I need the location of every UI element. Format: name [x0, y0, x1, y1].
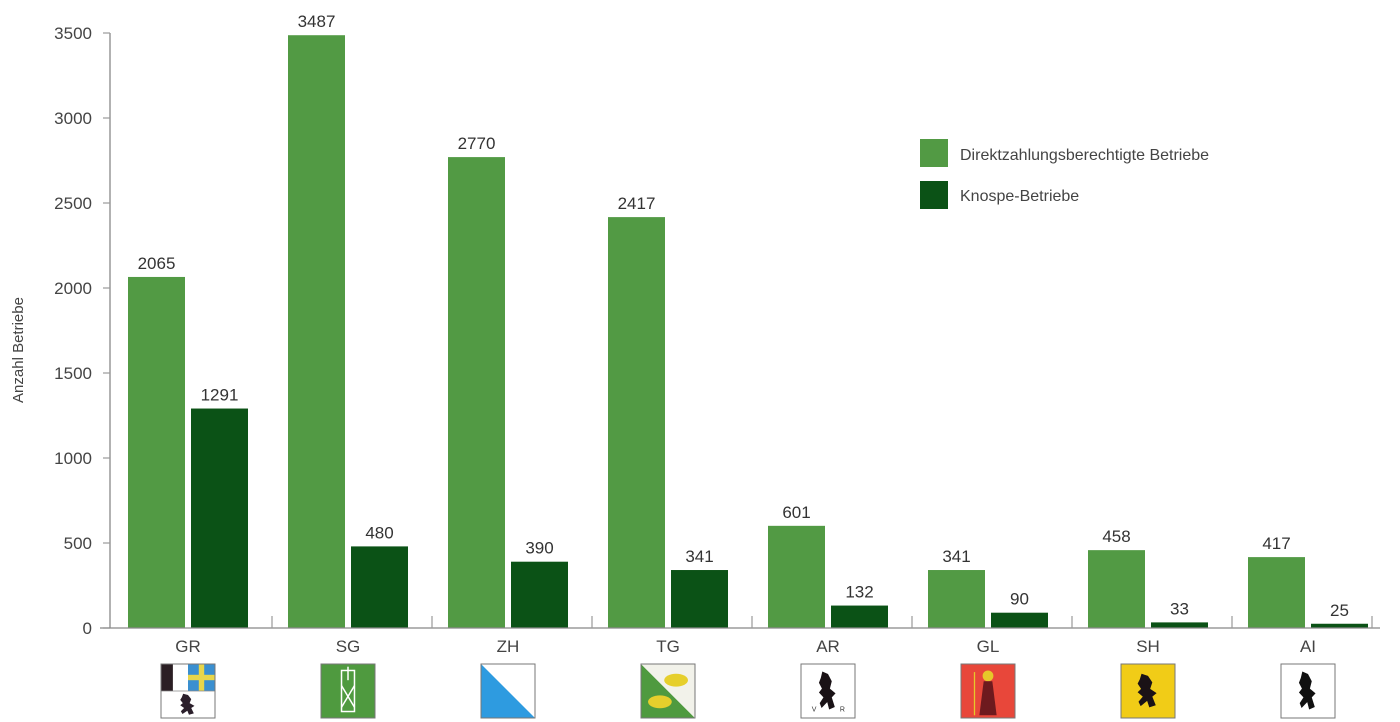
x-category-label: AI	[1300, 637, 1316, 656]
y-tick-label: 3000	[54, 109, 92, 128]
bar-value-label: 1291	[201, 386, 239, 405]
st-gallen-flag-icon	[320, 663, 376, 719]
x-axis: GR SG ZH TG AR GL SH AI	[100, 616, 1380, 656]
legend-label-knospe: Knospe-Betriebe	[960, 188, 1079, 205]
bar-gl-knospe	[991, 612, 1048, 628]
bar-sh-direktzahlung	[1088, 550, 1145, 628]
bar-sg-knospe	[351, 546, 408, 628]
bar-ar-direktzahlung	[768, 525, 825, 628]
zuerich-flag-icon	[480, 663, 536, 719]
y-axis: 0 500 1000 1500 2000 2500 3000 3500	[54, 24, 111, 638]
bar-ar-knospe	[831, 605, 888, 628]
bar-value-label: 458	[1102, 527, 1130, 546]
bar-value-label: 132	[845, 583, 873, 602]
glarus-flag-icon	[960, 663, 1016, 719]
bar-gl-direktzahlung	[928, 570, 985, 628]
y-tick-label: 500	[64, 534, 92, 553]
bar-sg-direktzahlung	[288, 35, 345, 628]
svg-text:V: V	[812, 707, 817, 714]
bar-zh-knospe	[511, 561, 568, 628]
x-category-label: SG	[336, 637, 361, 656]
bar-tg-knospe	[671, 570, 728, 628]
y-tick-label: 3500	[54, 24, 92, 43]
bar-value-label: 33	[1170, 599, 1189, 618]
bar-ai-knospe	[1311, 623, 1368, 628]
schaffhausen-flag-icon	[1120, 663, 1176, 719]
bar-ai-direktzahlung	[1248, 557, 1305, 628]
bar-value-label: 341	[942, 547, 970, 566]
y-tick-label: 1000	[54, 449, 92, 468]
bar-value-label: 341	[685, 547, 713, 566]
bar-value-label: 480	[365, 523, 393, 542]
bar-gr-direktzahlung	[128, 276, 185, 628]
y-tick-label: 0	[83, 619, 92, 638]
bar-value-label: 25	[1330, 601, 1349, 620]
bar-value-label: 3487	[298, 12, 336, 31]
legend-label-direktzahlung: Direktzahlungsberechtigte Betriebe	[960, 147, 1209, 164]
bar-zh-direktzahlung	[448, 157, 505, 628]
x-category-label: SH	[1136, 637, 1160, 656]
x-category-label: GL	[977, 637, 1000, 656]
bar-value-label: 601	[782, 503, 810, 522]
bar-value-label: 2770	[458, 134, 496, 153]
y-axis-label: Anzahl Betriebe	[10, 297, 27, 403]
legend-swatch-direktzahlung	[920, 139, 948, 167]
bar-value-label: 390	[525, 539, 553, 558]
x-category-label: ZH	[497, 637, 520, 656]
bar-value-label: 2065	[138, 254, 176, 273]
x-category-label: TG	[656, 637, 680, 656]
svg-text:R: R	[840, 707, 845, 714]
bar-value-label: 2417	[618, 194, 656, 213]
x-category-label: GR	[175, 637, 201, 656]
thurgau-flag-icon	[640, 663, 696, 719]
legend-swatch-knospe	[920, 181, 948, 209]
y-tick-label: 2500	[54, 194, 92, 213]
x-category-label: AR	[816, 637, 840, 656]
appenzell-innerrhoden-flag-icon	[1280, 663, 1336, 719]
y-tick-label: 1500	[54, 364, 92, 383]
legend: Direktzahlungsberechtigte Betriebe Knosp…	[920, 139, 1209, 209]
bar-tg-direktzahlung	[608, 217, 665, 629]
graubuenden-flag-icon	[160, 663, 216, 719]
bar-value-label: 417	[1262, 534, 1290, 553]
bars: 2065 1291 3487 480 2770 390 2417 341 601 132 341 90…	[128, 12, 1368, 629]
bar-value-label: 90	[1010, 590, 1029, 609]
bar-gr-knospe	[191, 408, 248, 628]
y-tick-label: 2000	[54, 279, 92, 298]
bar-sh-knospe	[1151, 622, 1208, 628]
